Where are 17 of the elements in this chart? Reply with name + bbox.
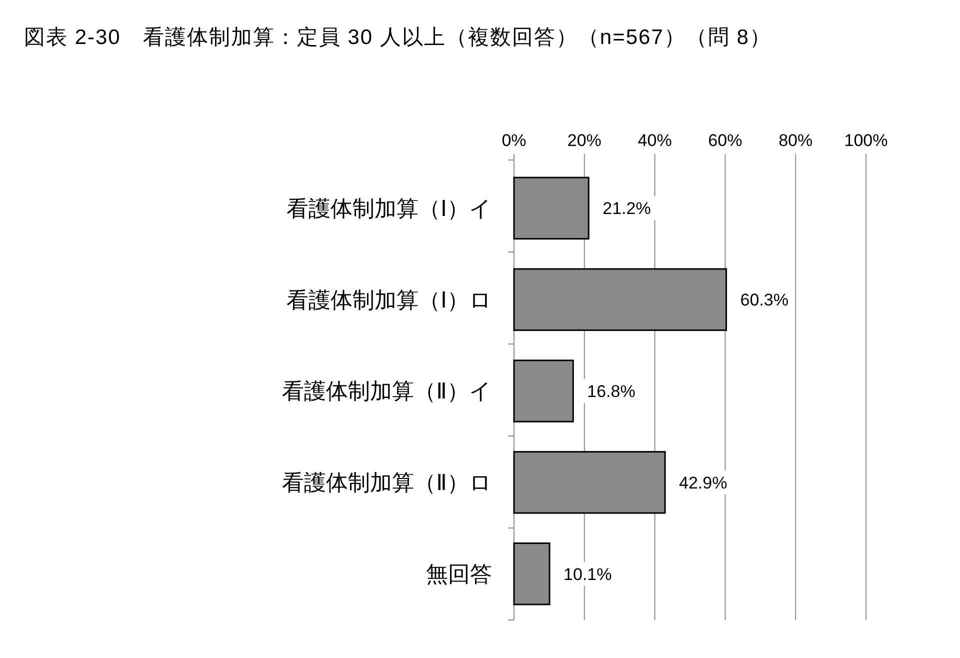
y-tick-label: 看護体制加算（Ⅰ）ロ: [286, 287, 492, 312]
x-tick-label: 40%: [638, 131, 672, 150]
data-label: 42.9%: [679, 473, 728, 492]
data-label: 60.3%: [740, 290, 788, 310]
data-label: 21.2%: [602, 199, 651, 218]
y-tick-label: 無回答: [426, 562, 492, 587]
data-label: 16.8%: [587, 382, 636, 401]
x-tick-label: 0%: [502, 131, 526, 150]
data-label: 10.1%: [564, 564, 612, 584]
x-tick-label: 100%: [844, 131, 888, 150]
x-tick-label: 60%: [708, 131, 742, 150]
chart-title: 図表 2-30 看護体制加算：定員 30 人以上（複数回答）（n=567）（問 8）: [24, 26, 772, 49]
y-tick-label: 看護体制加算（Ⅰ）イ: [286, 196, 492, 221]
x-tick-label: 80%: [778, 131, 813, 150]
x-tick-label: 20%: [567, 131, 602, 150]
y-tick-label: 看護体制加算（Ⅱ）ロ: [282, 470, 492, 496]
y-tick-label: 看護体制加算（Ⅱ）イ: [282, 378, 492, 404]
